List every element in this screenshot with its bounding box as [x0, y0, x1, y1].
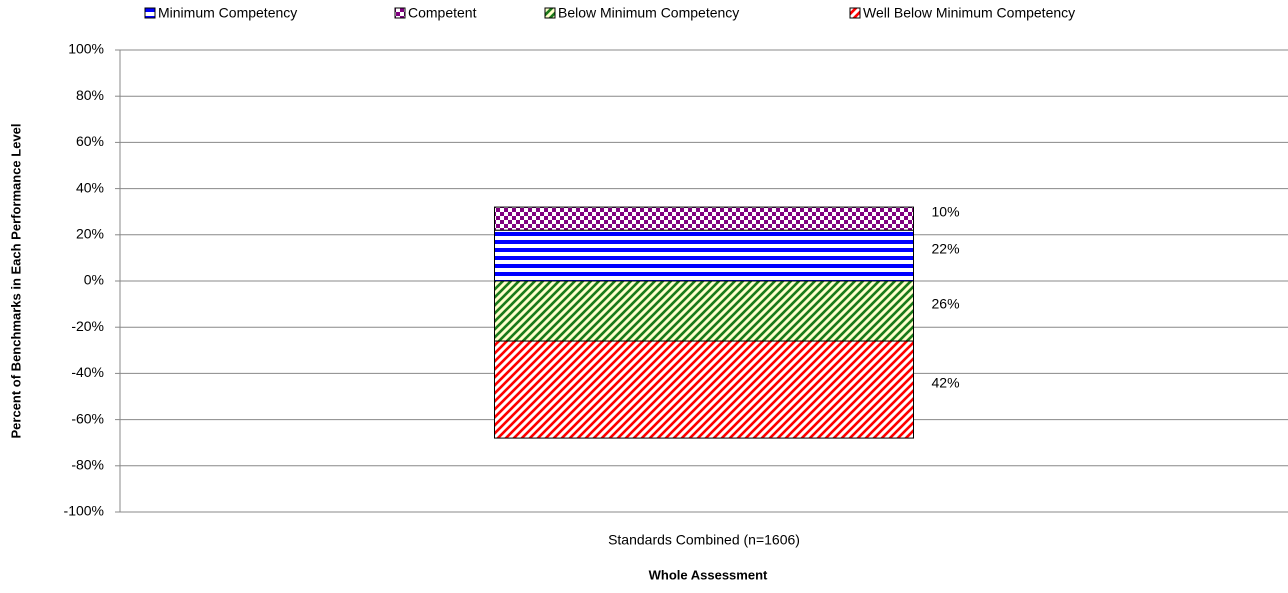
y-tick-label: 40% — [76, 179, 104, 195]
legend-label: Competent — [408, 5, 477, 21]
legend-swatch — [394, 7, 406, 19]
data-label: 42% — [932, 374, 960, 390]
bar-segment — [494, 206, 914, 231]
legend-label: Below Minimum Competency — [558, 5, 739, 21]
y-tick-label: -60% — [71, 410, 104, 426]
bar-segment — [494, 340, 914, 439]
y-tick-label: 20% — [76, 226, 104, 242]
y-tick-label: 0% — [84, 272, 104, 288]
y-tick-label: 60% — [76, 133, 104, 149]
y-tick-label: -80% — [71, 457, 104, 473]
data-label: 10% — [932, 203, 960, 219]
y-tick-label: -100% — [64, 503, 104, 519]
legend-label: Minimum Competency — [158, 5, 297, 21]
legend-swatch — [144, 7, 156, 19]
legend-swatch — [544, 7, 556, 19]
x-axis-title: Whole Assessment — [649, 567, 768, 582]
y-tick-label: 80% — [76, 87, 104, 103]
legend-swatch — [849, 7, 861, 19]
bar-segment — [494, 280, 914, 342]
data-label: 26% — [932, 296, 960, 312]
x-tick-label: Standards Combined (n=1606) — [608, 532, 800, 548]
y-tick-label: -40% — [71, 364, 104, 380]
legend-label: Well Below Minimum Competency — [863, 5, 1075, 21]
y-axis-title: Percent of Benchmarks in Each Performanc… — [8, 123, 23, 438]
y-tick-label: 100% — [68, 41, 104, 57]
bar-segment — [494, 229, 914, 282]
y-tick-label: -20% — [71, 318, 104, 334]
data-label: 22% — [932, 240, 960, 256]
